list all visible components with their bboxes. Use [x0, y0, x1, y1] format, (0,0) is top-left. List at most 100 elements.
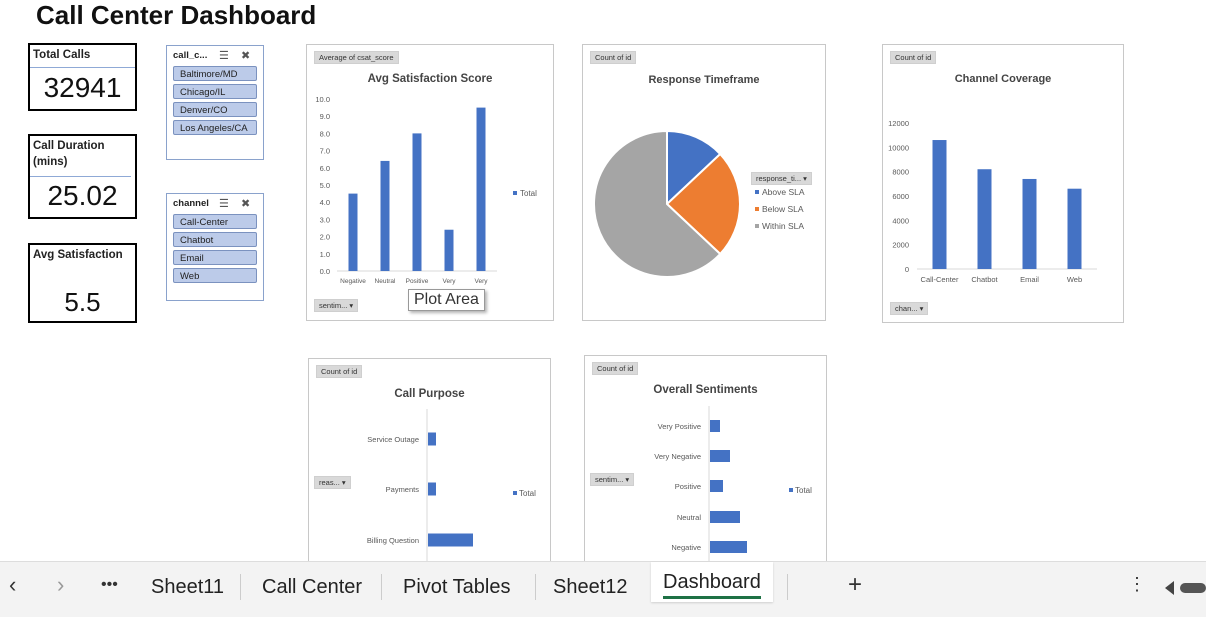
- tab-sheet11[interactable]: Sheet11: [151, 576, 225, 598]
- y-tick-label: 2000: [892, 241, 909, 250]
- axis-field-button[interactable]: reas... ▾: [314, 476, 351, 489]
- multi-select-icon[interactable]: ☰: [219, 198, 229, 210]
- tooltip: Plot Area: [408, 289, 485, 311]
- more-icon[interactable]: •••: [101, 576, 118, 593]
- axis-field-button[interactable]: sentim... ▾: [590, 473, 635, 486]
- chevron-right-icon[interactable]: ›: [57, 572, 65, 597]
- bar: [710, 541, 747, 553]
- legend-label: Total: [795, 486, 812, 495]
- clear-filter-icon[interactable]: ✖: [241, 50, 251, 62]
- sheet-tab-bar: ‹ › ••• Sheet11 Call Center Pivot Tables…: [0, 561, 1206, 617]
- y-tick-label: Negative: [671, 543, 701, 552]
- bar: [710, 450, 730, 462]
- field-button[interactable]: Count of id: [316, 365, 363, 378]
- slicer-item[interactable]: Denver/CO: [173, 102, 257, 117]
- slicer-item[interactable]: Chatbot: [173, 232, 257, 247]
- y-tick-label: 3.0: [320, 215, 330, 224]
- chart-channel-coverage[interactable]: Count of id Channel Coverage 0 2000 4000 60…: [882, 44, 1124, 323]
- slicer-item[interactable]: Web: [173, 268, 257, 283]
- chart-title: Call Purpose: [394, 388, 465, 400]
- x-tick-label: Negative: [340, 278, 366, 285]
- bar: [1067, 188, 1082, 269]
- bar: [428, 482, 436, 496]
- vertical-dots-icon[interactable]: ⋮: [1128, 574, 1146, 594]
- legend-field-button[interactable]: response_ti... ▾: [751, 172, 812, 185]
- slicer-title: channel: [173, 198, 209, 209]
- y-tick-label: Positive: [675, 482, 701, 491]
- slicer-item[interactable]: Email: [173, 250, 257, 265]
- pie-slice: [665, 152, 741, 256]
- chevron-left-icon[interactable]: ‹: [9, 572, 17, 597]
- chart-call-purpose[interactable]: Count of id Call Purpose Service Outage P…: [308, 358, 551, 570]
- tab-pivot-tables[interactable]: Pivot Tables: [403, 576, 511, 598]
- slicer-item[interactable]: Los Angeles/CA: [173, 120, 257, 135]
- chart-response-timeframe[interactable]: Count of id Response Timeframe Above SLA…: [582, 44, 826, 321]
- tab-sheet12[interactable]: Sheet12: [553, 576, 628, 598]
- slicer-channel[interactable]: channel ☰ ✖ Call-Center Chatbot Email We…: [166, 193, 264, 301]
- tab-divider: [787, 574, 788, 600]
- legend-label: Above SLA: [762, 187, 805, 197]
- kpi-label: Avg Satisfaction: [33, 249, 123, 261]
- bar: [710, 480, 723, 492]
- kpi-label: Call Duration (mins): [30, 136, 131, 177]
- active-tab-underline: [663, 596, 761, 599]
- kpi-value: 25.02: [47, 180, 118, 211]
- pie-slice: [666, 129, 722, 207]
- legend-label: Below SLA: [762, 204, 804, 214]
- tab-divider: [535, 574, 536, 600]
- bar: [348, 193, 358, 271]
- field-button[interactable]: Count of id: [890, 51, 937, 64]
- response-timeframe-plot: Above SLA Below SLA Within SLA: [593, 129, 805, 278]
- y-tick-label: 8000: [892, 168, 909, 177]
- tab-call-center[interactable]: Call Center: [262, 576, 363, 598]
- x-tick-label: Very: [474, 278, 488, 285]
- y-tick-label: 10000: [888, 143, 909, 152]
- legend-swatch: [513, 191, 517, 195]
- field-button[interactable]: Count of id: [592, 362, 639, 375]
- kpi-avg-satisfaction: Avg Satisfaction 5.5: [28, 243, 137, 323]
- legend-field-button-label: response_ti...: [756, 174, 802, 183]
- slicer-item[interactable]: Chicago/IL: [173, 84, 257, 99]
- axis-field-button[interactable]: chan... ▾: [890, 302, 929, 315]
- axis-field-button-label: sentim...: [595, 475, 624, 484]
- clear-filter-icon[interactable]: ✖: [241, 198, 251, 210]
- legend-label: Total: [519, 489, 536, 498]
- axis-field-button[interactable]: sentim... ▾: [314, 299, 359, 312]
- slicer-item[interactable]: Call-Center: [173, 214, 257, 229]
- y-tick-label: 7.0: [320, 147, 330, 156]
- chart-title: Channel Coverage: [954, 73, 1052, 85]
- plus-icon[interactable]: +: [848, 571, 863, 598]
- axis-field-button-label: sentim...: [319, 301, 348, 310]
- slicer-call-center[interactable]: call_c... ☰ ✖ Baltimore/MD Chicago/IL De…: [166, 45, 264, 160]
- scrollbar[interactable]: [1160, 578, 1206, 603]
- y-tick-label: 10.0: [315, 95, 330, 104]
- y-tick-label: Neutral: [677, 513, 702, 522]
- slicer-item[interactable]: Baltimore/MD: [173, 66, 257, 81]
- field-button[interactable]: Average of csat_score: [314, 51, 399, 64]
- x-tick-label: Very: [442, 278, 456, 285]
- tab-divider: [240, 574, 241, 600]
- avg-satisfaction-plot: 0.0 1.0 2.0 3.0 4.0 5.0 6.0 7.0 8.0 9.0 10.0 Negati…: [315, 95, 537, 285]
- y-tick-label: 8.0: [320, 129, 330, 138]
- x-tick-label: Call-Center: [921, 275, 959, 284]
- bar: [428, 432, 436, 446]
- bar: [710, 420, 720, 432]
- y-tick-label: Service Outage: [367, 435, 419, 444]
- x-tick-label: Web: [1067, 275, 1082, 284]
- x-tick-label: Neutral: [375, 278, 397, 285]
- x-tick-label: Chatbot: [971, 275, 998, 284]
- legend-label: Total: [520, 189, 537, 198]
- y-tick-label: Payments: [386, 485, 420, 494]
- bar: [444, 229, 454, 271]
- multi-select-icon[interactable]: ☰: [219, 50, 229, 62]
- chart-avg-satisfaction[interactable]: Average of csat_score Avg Satisfaction S…: [306, 44, 554, 321]
- kpi-total-calls: Total Calls 32941: [28, 43, 137, 111]
- bar: [977, 169, 992, 269]
- field-button[interactable]: Count of id: [590, 51, 637, 64]
- chart-overall-sentiments[interactable]: Count of id Overall Sentiments Very Posi…: [584, 355, 827, 570]
- y-tick-label: Very Negative: [654, 452, 701, 461]
- tab-dashboard[interactable]: Dashboard: [651, 562, 773, 602]
- axis-field-button-label: reas...: [319, 478, 340, 487]
- kpi-value: 32941: [43, 72, 122, 103]
- legend-swatch: [755, 190, 759, 194]
